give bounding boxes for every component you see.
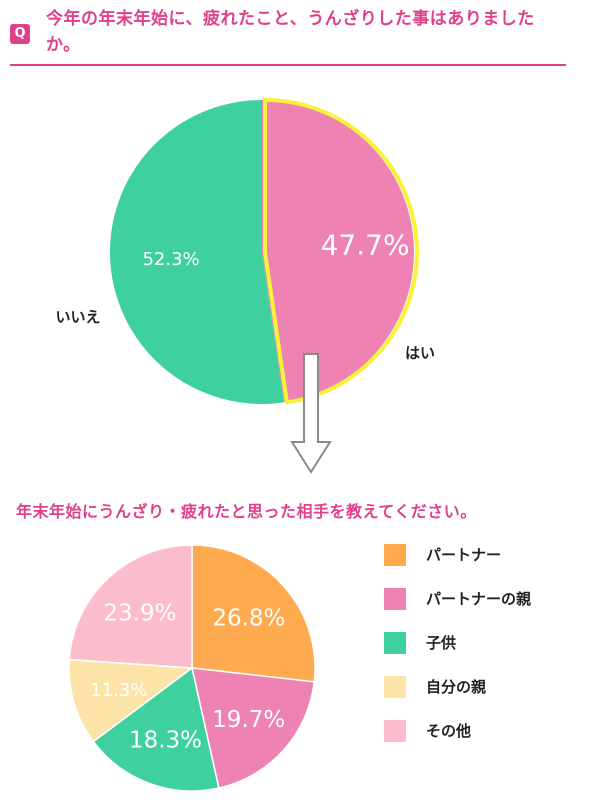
pie1-category-label: いいえ bbox=[55, 308, 100, 326]
pie2-value-label: 23.9% bbox=[103, 600, 176, 626]
legend-label: 自分の親 bbox=[426, 678, 487, 696]
legend-swatch bbox=[384, 588, 406, 610]
question-badge: Q bbox=[10, 24, 30, 44]
pie2-value-label: 11.3% bbox=[90, 680, 147, 701]
pie1-value-label: 47.7% bbox=[321, 228, 410, 261]
pie2-value-label: 18.3% bbox=[129, 728, 202, 754]
pie2-slice bbox=[191, 667, 316, 789]
legend-label: 子供 bbox=[426, 634, 457, 652]
legend-swatch bbox=[384, 676, 406, 698]
legend-label: パートナー bbox=[426, 546, 502, 564]
pie2-slice bbox=[68, 544, 193, 669]
pie2-value-label: 26.8% bbox=[212, 605, 285, 631]
question-text: 今年の年末年始に、疲れたこと、うんざりした事はありましたか。 bbox=[46, 9, 535, 55]
pie1-value-label: 52.3% bbox=[142, 249, 199, 270]
down-arrow-icon bbox=[290, 353, 332, 474]
pie2-slice bbox=[92, 666, 220, 792]
pie2-slice bbox=[68, 658, 195, 743]
legend-label: パートナーの親 bbox=[426, 590, 532, 608]
pie-chart-yes-no: 47.7% はい 52.3% いいえ bbox=[55, 98, 435, 405]
legend-label: その他 bbox=[426, 722, 472, 740]
pie2-value-label: 19.7% bbox=[212, 707, 285, 733]
subtitle: 年末年始にうんざり・疲れたと思った相手を教えてください。 bbox=[16, 502, 477, 521]
legend-swatch bbox=[384, 720, 406, 742]
pie-chart-target: 26.8% 19.7% 18.3% 11.3% 23.9% bbox=[68, 544, 316, 792]
legend-swatch bbox=[384, 632, 406, 654]
pie1-highlight-outline bbox=[263, 98, 419, 405]
question-header: Q 今年の年末年始に、疲れたこと、うんざりした事はありましたか。 bbox=[10, 6, 566, 66]
pie1-slice-yes bbox=[262, 100, 414, 403]
pie1-slice-no bbox=[109, 100, 284, 404]
pie1-category-label: はい bbox=[405, 344, 435, 362]
legend-swatch bbox=[384, 544, 406, 566]
pie2-slice bbox=[191, 544, 316, 683]
